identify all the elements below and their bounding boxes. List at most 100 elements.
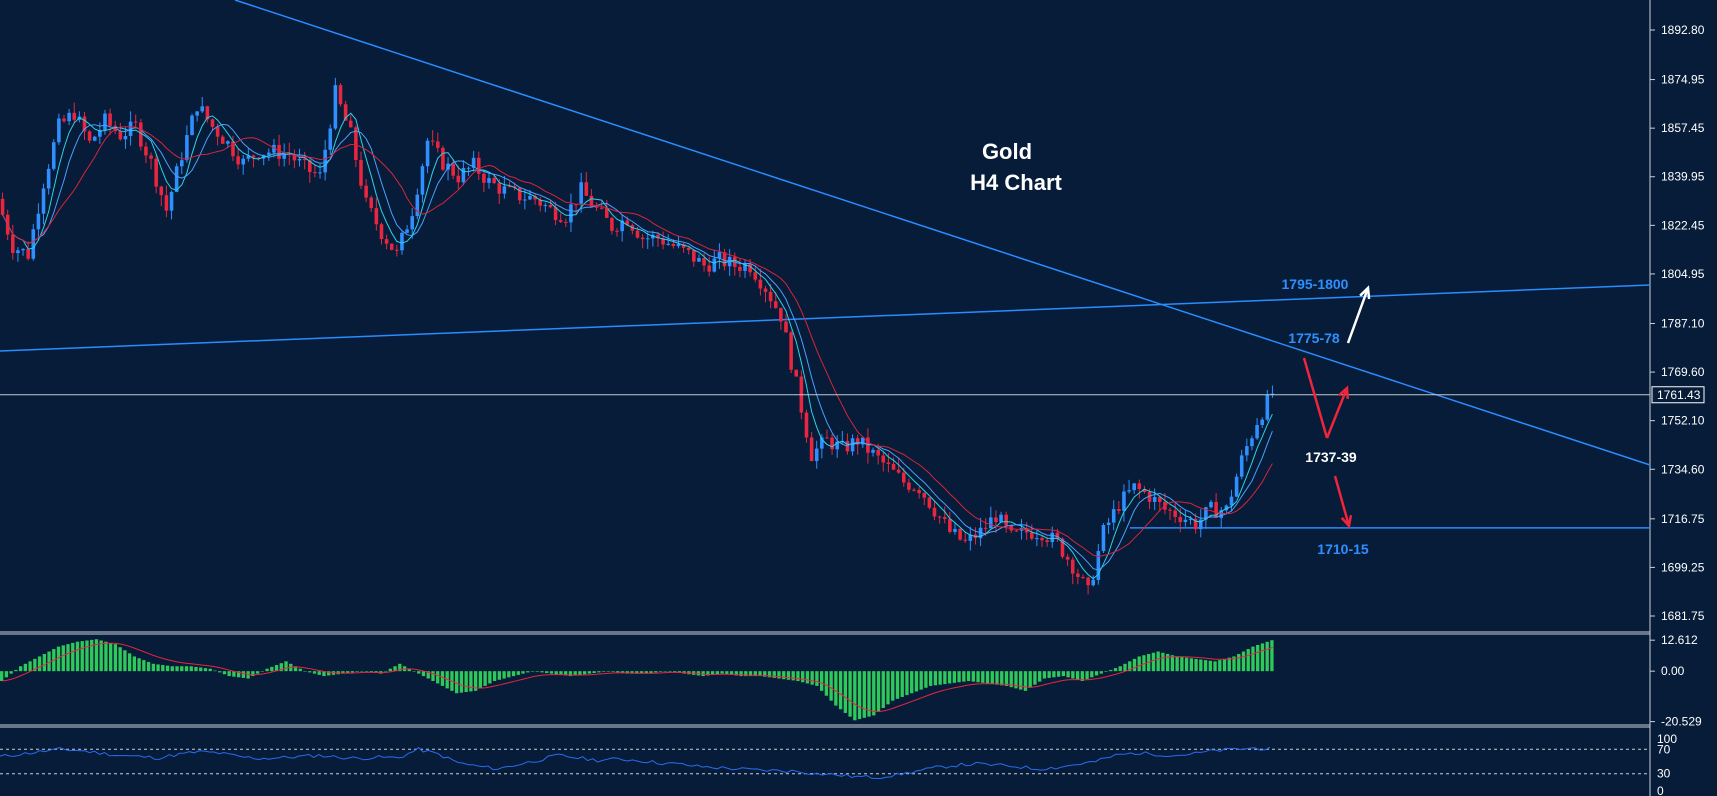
- macd-bar: [1175, 656, 1179, 672]
- macd-bar: [853, 671, 857, 721]
- candle-body: [338, 85, 343, 105]
- macd-bar: [1213, 661, 1217, 672]
- candle-body: [1014, 530, 1019, 532]
- macd-bar: [786, 671, 791, 680]
- macd-bar: [398, 663, 402, 672]
- candle-body: [722, 252, 727, 267]
- label-resistance-high: 1795-1800: [1282, 276, 1349, 292]
- candle-body: [1050, 532, 1055, 543]
- macd-bar: [488, 671, 492, 684]
- macd-bar: [37, 656, 42, 672]
- candle-body: [712, 258, 717, 272]
- red-down-stroke: [1302, 357, 1329, 439]
- macd-bar: [14, 669, 18, 672]
- macd-bar: [545, 671, 549, 674]
- macd-bar: [597, 671, 601, 673]
- macd-bar: [758, 671, 762, 677]
- candle-body: [26, 248, 30, 259]
- rsi-tick-label: 100: [1657, 732, 1677, 746]
- macd-bar: [791, 671, 795, 681]
- macd-bar: [1061, 671, 1066, 677]
- candle-body: [794, 369, 799, 377]
- candle-body: [415, 194, 420, 217]
- candle-body: [809, 437, 814, 462]
- macd-bar: [260, 671, 265, 672]
- macd-bar: [208, 668, 212, 672]
- macd-bar: [1189, 658, 1194, 672]
- candle-body: [343, 104, 348, 121]
- macd-bar: [189, 666, 193, 672]
- candle-body: [441, 147, 445, 170]
- candle-body: [599, 207, 604, 209]
- macd-bar: [109, 642, 113, 672]
- candle-body: [891, 463, 896, 470]
- macd-bar: [151, 663, 155, 672]
- macd-bar: [1142, 655, 1146, 672]
- rsi-tick-label: 0: [1657, 784, 1664, 796]
- candle-body: [11, 234, 15, 254]
- macd-bar: [782, 671, 786, 680]
- macd-bar: [28, 661, 32, 672]
- candle-body: [620, 220, 624, 232]
- candle-body: [523, 199, 527, 201]
- macd-bar: [1165, 653, 1170, 672]
- candle-body: [753, 272, 758, 280]
- macd-bar: [1222, 658, 1227, 672]
- candle-body: [1188, 518, 1193, 520]
- price-tick-label: 1892.80: [1661, 23, 1705, 37]
- candle-body: [436, 141, 440, 148]
- candle-body: [1214, 501, 1218, 518]
- macd-bar: [1265, 641, 1269, 672]
- macd-bar: [564, 671, 568, 676]
- macd-bar: [1151, 652, 1156, 672]
- macd-bar: [535, 671, 539, 672]
- candle-body: [374, 208, 379, 225]
- candle-body: [789, 332, 793, 370]
- macd-bar: [943, 671, 947, 685]
- candle-body: [1101, 525, 1106, 552]
- candle-body: [1173, 510, 1177, 517]
- candle-body: [67, 112, 71, 122]
- macd-bar: [203, 668, 208, 672]
- candle-body: [645, 238, 650, 240]
- candle-body: [318, 172, 322, 174]
- macd-bar: [218, 671, 222, 673]
- macd-bar: [459, 671, 464, 693]
- macd-bar: [886, 671, 890, 705]
- candle-body: [323, 149, 327, 173]
- macd-bar: [838, 671, 843, 710]
- macd-bar: [995, 671, 999, 685]
- macd-bar: [1227, 657, 1231, 672]
- candle-body: [1004, 514, 1008, 526]
- candle-body: [451, 163, 455, 176]
- macd-bar: [127, 653, 132, 672]
- macd-bar: [720, 671, 724, 674]
- macd-bar: [18, 666, 23, 672]
- candle-body: [656, 234, 660, 239]
- candle-body: [333, 85, 338, 129]
- macd-bar: [137, 658, 141, 672]
- candle-body: [461, 168, 466, 183]
- candle-body: [564, 221, 568, 223]
- candle-body: [983, 527, 988, 529]
- macd-bar: [445, 671, 449, 689]
- trendlines: [0, 0, 1651, 529]
- macd-bar: [350, 671, 355, 673]
- macd-bar: [1218, 660, 1222, 672]
- macd-bar: [61, 645, 65, 672]
- ascending-trendline: [0, 284, 1651, 352]
- candle-body: [1239, 455, 1244, 477]
- macd-bar: [56, 646, 61, 672]
- candle-body: [169, 191, 174, 211]
- candle-body: [16, 250, 20, 254]
- macd-bar: [236, 671, 241, 678]
- candle-body: [297, 158, 302, 161]
- macd-bar: [33, 658, 37, 672]
- white-up-arrow: [1346, 287, 1370, 344]
- macd-bar: [312, 671, 317, 674]
- candle-body: [456, 175, 461, 183]
- candle-body: [133, 121, 138, 123]
- macd-bar: [606, 671, 611, 672]
- candle-body: [610, 218, 614, 231]
- candle-body: [348, 120, 353, 128]
